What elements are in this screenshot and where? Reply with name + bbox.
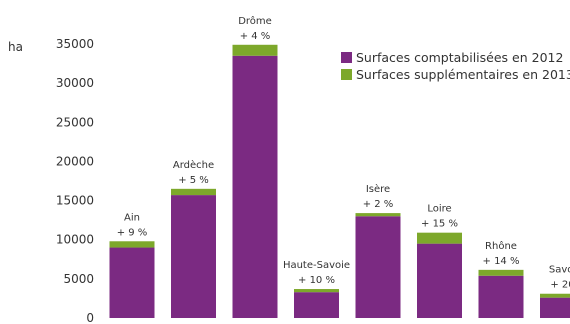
- bar-segment-2012: [232, 55, 278, 318]
- y-tick-label: 5000: [63, 272, 94, 286]
- y-tick-label: 30000: [56, 76, 94, 90]
- legend: Surfaces comptabilisées en 2012 Surfaces …: [341, 50, 570, 82]
- y-tick-label: 35000: [56, 37, 94, 51]
- category-label: Isère: [366, 183, 390, 195]
- y-axis-ticks: 0 5000 10000 15000 20000 25000 30000 35000: [56, 37, 94, 324]
- legend-swatch: [341, 69, 352, 80]
- bar-change-label: + 4 %: [240, 31, 271, 42]
- bar-segment-2012: [109, 247, 155, 318]
- bar-labels: + 9 % Ain + 5 % Ardèche + 4 % Drôme + 10 % Haut…: [117, 15, 570, 291]
- legend-swatch: [341, 52, 352, 63]
- bar-change-label: + 15 %: [421, 219, 458, 230]
- bar-segment-2012: [478, 275, 524, 318]
- y-tick-label: 0: [86, 311, 94, 324]
- bar-change-label: + 10 %: [298, 275, 335, 286]
- bar-segment-2013: [294, 289, 339, 293]
- bar-segment-2012: [417, 243, 462, 318]
- bar-segment-2013: [109, 241, 155, 248]
- category-label: Drôme: [238, 15, 272, 27]
- bar-segment-2013: [232, 44, 278, 56]
- bar-segment-2013: [417, 232, 462, 244]
- bar-segment-2013: [540, 293, 570, 298]
- bar-segment-2012: [540, 297, 570, 318]
- bar-segment-2012: [294, 292, 339, 318]
- bar-change-label: + 9 %: [117, 227, 148, 238]
- bar-change-label: + 5 %: [178, 175, 209, 186]
- bar-segment-2012: [355, 216, 401, 318]
- y-tick-label: 25000: [56, 115, 94, 129]
- category-label: Ardèche: [173, 159, 214, 171]
- y-tick-label: 10000: [56, 233, 94, 247]
- bar-segment-2013: [171, 188, 216, 196]
- bar-change-label: + 2 %: [363, 199, 394, 210]
- bar-segment-2013: [355, 213, 401, 217]
- category-label: Loire: [427, 204, 451, 215]
- category-label: Haute-Savoie: [283, 260, 350, 271]
- category-label: Savoi: [549, 265, 570, 276]
- bar-segment-2013: [478, 269, 524, 276]
- bar-change-label: + 20: [550, 280, 570, 291]
- legend-label: Surfaces supplémentaires en 2013: [356, 67, 570, 82]
- bar-change-label: + 14 %: [483, 256, 520, 267]
- legend-label: Surfaces comptabilisées en 2012: [356, 50, 563, 65]
- y-tick-label: 20000: [56, 154, 94, 168]
- bars: [109, 44, 570, 318]
- category-label: Ain: [124, 212, 140, 223]
- y-axis-label: ha: [8, 40, 23, 54]
- bar-segment-2012: [171, 195, 216, 318]
- y-tick-label: 15000: [56, 194, 94, 208]
- category-label: Rhône: [485, 240, 517, 252]
